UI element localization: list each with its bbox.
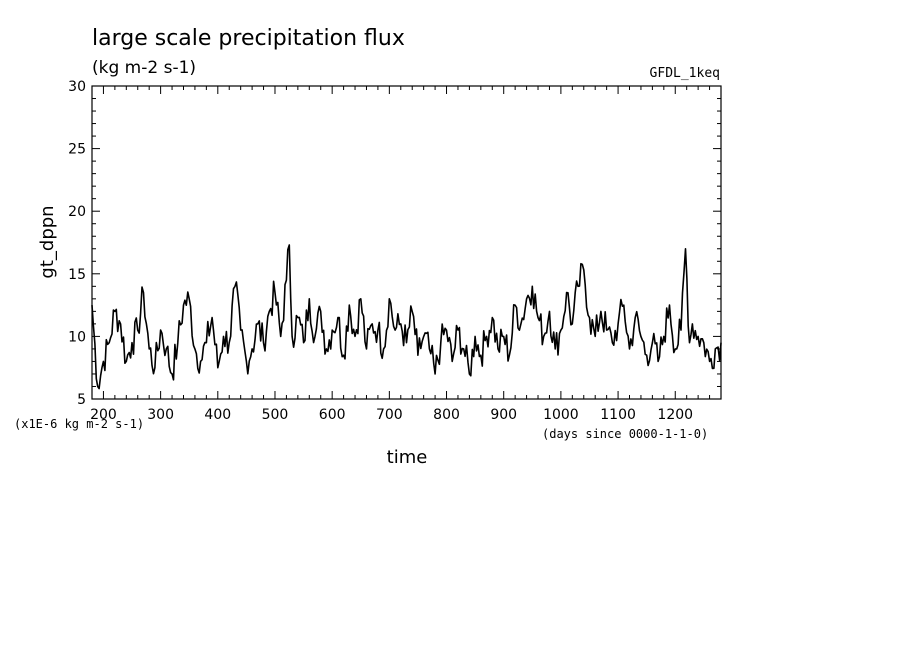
y-axis-label: gt_dppn bbox=[37, 205, 58, 278]
x-axis-label: time bbox=[387, 447, 428, 468]
x-tick-label: 200 bbox=[90, 407, 117, 423]
x-tick-label: 400 bbox=[204, 407, 231, 423]
series-line bbox=[91, 244, 722, 390]
chart-title: large scale precipitation flux bbox=[92, 26, 405, 51]
x-tick-label: 800 bbox=[433, 407, 460, 423]
chart-tag: GFDL_1keq bbox=[650, 66, 720, 81]
y-tick-label: 30 bbox=[68, 79, 86, 95]
x-tick-labels: 200 300 400 500 600 700 800 900 1000 1100 1200 bbox=[90, 407, 693, 423]
axis-ticks bbox=[91, 85, 722, 400]
y-tick-label: 25 bbox=[68, 142, 86, 158]
y-tick-label: 15 bbox=[68, 267, 86, 283]
x-tick-label: 1000 bbox=[543, 407, 579, 423]
x-tick-label: 300 bbox=[147, 407, 174, 423]
y-tick-label: 10 bbox=[68, 329, 86, 345]
x-tick-label: 900 bbox=[490, 407, 517, 423]
y-tick-label: 20 bbox=[68, 204, 86, 220]
x-tick-label: 500 bbox=[262, 407, 289, 423]
y-tick-labels: 5 10 15 20 25 30 bbox=[68, 79, 86, 408]
plot-frame bbox=[91, 85, 722, 400]
x-tick-label: 1100 bbox=[600, 407, 636, 423]
x-tick-label: 700 bbox=[376, 407, 403, 423]
scale-note: (x1E-6 kg m-2 s-1) bbox=[14, 417, 144, 431]
chart-units: (kg m-2 s-1) bbox=[92, 58, 196, 78]
x-tick-label: 1200 bbox=[657, 407, 693, 423]
time-units-note: (days since 0000-1-1-0) bbox=[542, 427, 708, 441]
x-tick-label: 600 bbox=[319, 407, 346, 423]
y-tick-label: 5 bbox=[77, 392, 86, 408]
